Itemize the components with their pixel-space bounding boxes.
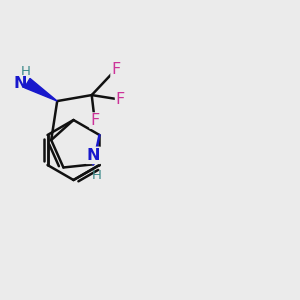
- Text: N: N: [14, 76, 27, 91]
- Text: F: F: [116, 92, 125, 107]
- Text: N: N: [86, 148, 100, 163]
- Text: H: H: [21, 65, 31, 78]
- Text: H: H: [91, 169, 101, 182]
- Text: F: F: [90, 113, 99, 128]
- Polygon shape: [24, 78, 57, 101]
- Text: F: F: [111, 62, 120, 77]
